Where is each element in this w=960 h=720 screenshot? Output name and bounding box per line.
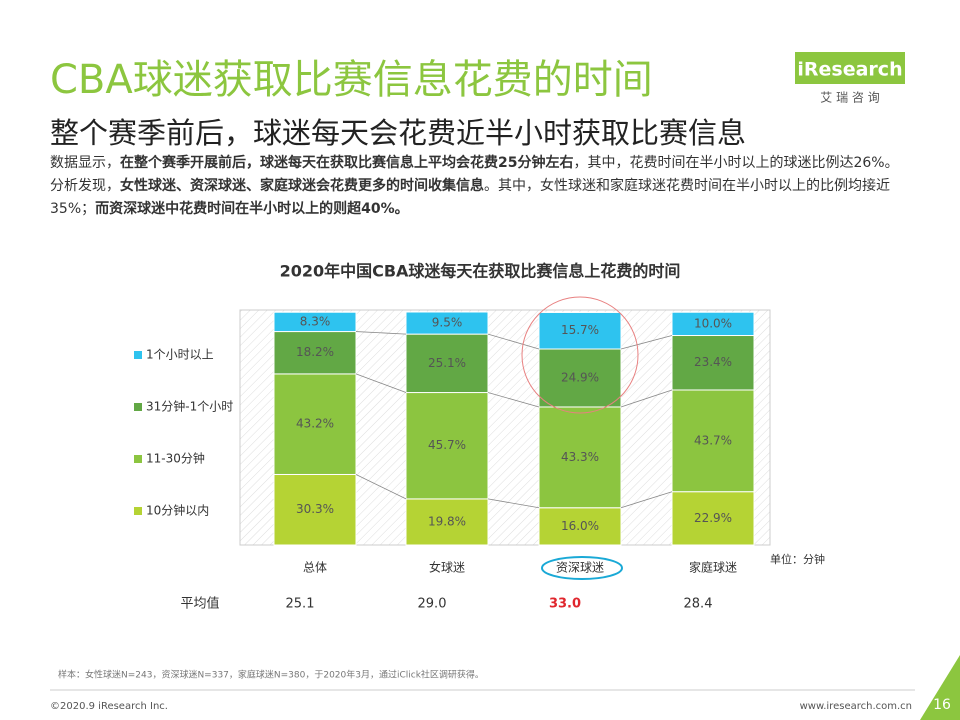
bar-segment — [671, 491, 755, 546]
bar-segment — [273, 311, 357, 333]
connector — [355, 474, 407, 500]
connector — [620, 389, 673, 408]
unit-label: 单位：分钟 — [770, 552, 825, 566]
bar-segment — [405, 392, 489, 500]
x-tick-label: 总体 — [303, 561, 327, 575]
legend-label: 31分钟-1个小时 — [146, 399, 233, 414]
data-label: 45.7% — [428, 438, 466, 452]
data-label: 8.3% — [300, 314, 331, 328]
data-label: 43.3% — [561, 450, 599, 464]
bar-segment — [671, 389, 755, 493]
bar-segment — [405, 498, 489, 546]
slide-subtitle: 整个赛季前后，球迷每天会花费近半小时获取比赛信息 — [50, 116, 746, 150]
connector — [487, 392, 540, 408]
legend-label: 10分钟以内 — [146, 503, 209, 518]
data-label: 10.0% — [694, 316, 732, 330]
connector — [487, 333, 540, 350]
bar-segment — [538, 311, 622, 350]
text-segment: 而资深球迷中花费时间在半小时以上的则超40%。 — [95, 201, 409, 217]
highlight-ellipse — [541, 556, 623, 580]
legend-label: 1个小时以上 — [146, 348, 214, 362]
data-label: 23.4% — [694, 355, 732, 369]
legend-swatch — [134, 351, 142, 359]
data-label: 15.7% — [561, 323, 599, 337]
connector — [487, 498, 540, 509]
legend-swatch — [134, 507, 142, 515]
data-label: 24.9% — [561, 370, 599, 384]
data-label: 19.8% — [428, 514, 466, 528]
website: www.iresearch.com.cn — [800, 701, 912, 712]
connector — [355, 373, 407, 393]
connector — [620, 335, 673, 350]
average-label: 平均值 — [180, 596, 219, 612]
bar-segment — [671, 311, 755, 337]
text-segment: ，其中，花费时间在半小时以上的球迷比例达26%。分析发现， — [50, 155, 899, 194]
footnote: 样本：女性球迷N=243，资深球迷N=337，家庭球迷N=380，于2020年3… — [58, 669, 484, 681]
bar-segment — [273, 373, 357, 475]
highlight-circle — [521, 296, 639, 414]
logo-sub: 艾 瑞 咨 询 — [820, 90, 879, 105]
data-label: 9.5% — [432, 316, 463, 330]
x-tick-label: 女球迷 — [429, 560, 465, 575]
copyright: ©2020.9 iResearch Inc. — [50, 701, 168, 712]
bar-segment — [405, 311, 489, 335]
data-label: 16.0% — [561, 519, 599, 533]
x-tick-label: 资深球迷 — [556, 561, 604, 575]
average-value: 29.0 — [418, 597, 447, 612]
bar-segment — [538, 348, 622, 408]
slide-title: CBA球迷获取比赛信息花费的时间 — [50, 57, 653, 103]
bar-segment — [273, 473, 357, 546]
logo-box — [795, 52, 905, 84]
x-tick-label: 家庭球迷 — [689, 560, 737, 575]
bar-segment — [538, 406, 622, 509]
bar-segment — [405, 333, 489, 394]
average-value: 25.1 — [286, 597, 315, 612]
page-number: 16 — [933, 697, 951, 713]
legend-swatch — [134, 403, 142, 411]
bar-segment — [671, 335, 755, 391]
connector — [620, 491, 673, 509]
text-segment: 数据显示， — [50, 155, 120, 171]
connector — [355, 331, 407, 335]
data-label: 25.1% — [428, 356, 466, 370]
logo: iResearch — [797, 59, 902, 81]
legend-swatch — [134, 455, 142, 463]
description: 数据显示，在整个赛季开展前后，球迷每天在获取比赛信息上平均会花费25分钟左右，其… — [50, 152, 912, 221]
average-value: 28.4 — [684, 597, 713, 612]
chart-title: 2020年中国CBA球迷每天在获取比赛信息上花费的时间 — [280, 262, 681, 281]
data-label: 43.2% — [296, 417, 334, 431]
text-segment: 。其中，女性球迷和家庭球迷花费时间在半小时以上的比例均接近35%； — [50, 178, 890, 217]
data-label: 43.7% — [694, 433, 732, 447]
data-label: 18.2% — [296, 345, 334, 359]
text-segment: 在整个赛季开展前后，球迷每天在获取比赛信息上平均会花费25分钟左右 — [120, 155, 574, 171]
average-value: 33.0 — [549, 597, 581, 612]
bar-segment — [538, 507, 622, 546]
data-label: 22.9% — [694, 511, 732, 525]
data-label: 30.3% — [296, 502, 334, 516]
legend-label: 11-30分钟 — [146, 451, 205, 466]
text-segment: 女性球迷、资深球迷、家庭球迷会花费更多的时间收集信息 — [120, 178, 484, 194]
bar-segment — [273, 331, 357, 375]
corner-triangle — [920, 655, 960, 720]
